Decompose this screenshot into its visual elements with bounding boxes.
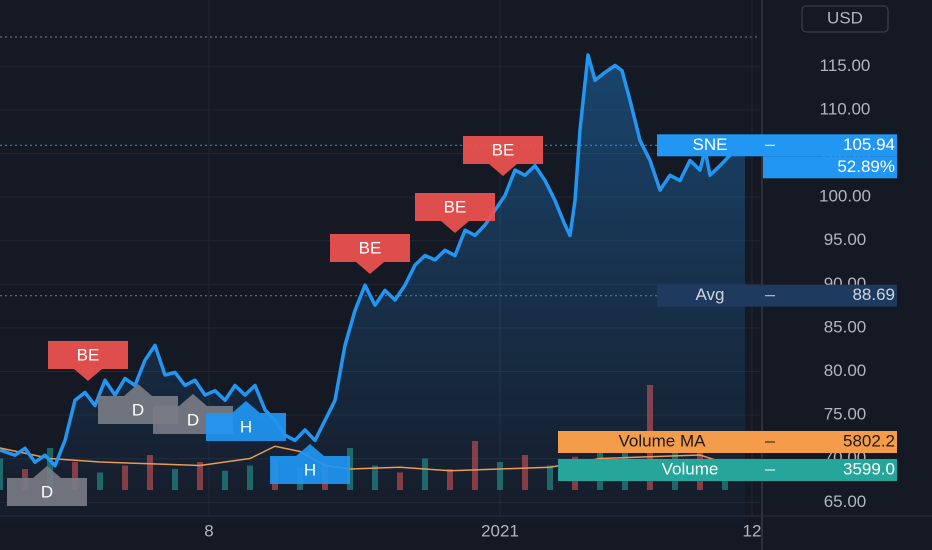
volume-value-box (763, 459, 897, 481)
y-tick-label: 75.00 (824, 405, 867, 424)
marker (48, 341, 128, 369)
change-box (763, 156, 897, 179)
marker-pointer (179, 394, 207, 406)
marker-pointer (489, 164, 517, 176)
marker (415, 193, 495, 221)
avg-value: 88.69 (852, 285, 895, 304)
change-value: 52.89% (837, 157, 895, 176)
price-line (0, 53, 747, 468)
volume-value: 3599.0 (843, 459, 895, 478)
y-tick-label: 95.00 (824, 230, 867, 249)
marker (463, 136, 543, 164)
y-tick-label: 65.00 (824, 492, 867, 511)
volume-name: Volume (662, 459, 719, 478)
currency: USD (827, 8, 863, 27)
marker-pointer (441, 221, 469, 233)
y-tick-label: 80.00 (824, 361, 867, 380)
marker-pointer (74, 369, 102, 381)
y-tick-label: 85.00 (824, 317, 867, 336)
volume-ma-box (558, 431, 763, 453)
volume-ma-value: 5802.2 (843, 431, 895, 450)
y-tick-label: 110.00 (820, 99, 871, 118)
last-value-box (763, 134, 897, 157)
volume-box (558, 459, 763, 481)
marker-pointer (33, 466, 61, 478)
last-name: SNE (693, 135, 728, 154)
marker (270, 456, 350, 484)
marker-pointer (232, 401, 260, 413)
marker-label: D (41, 482, 53, 501)
marker (206, 413, 286, 441)
x-tick-label: 2021 (481, 521, 519, 540)
y-tick-label: 100.00 (819, 187, 871, 206)
marker-pointer (296, 444, 324, 456)
marker-label: BE (77, 345, 100, 364)
marker-pointer (124, 384, 152, 396)
marker (7, 478, 87, 506)
volume-ma-value-box (763, 431, 897, 453)
avg-name: Avg (696, 285, 725, 304)
avg-box (657, 284, 763, 307)
y-tick-label: 115.00 (820, 56, 871, 75)
marker-label: H (240, 417, 252, 436)
marker-label: H (304, 460, 316, 479)
marker-label: BE (444, 197, 467, 216)
marker-label: D (187, 410, 199, 429)
currency-box[interactable] (801, 5, 889, 33)
marker (330, 234, 410, 262)
marker-label: BE (492, 140, 515, 159)
last-box (657, 134, 763, 157)
marker-pointer (356, 262, 384, 274)
marker-label: D (132, 400, 144, 419)
x-tick-label: 12 (743, 521, 762, 540)
volume-ma-name: Volume MA (619, 431, 707, 450)
avg-value-box (763, 284, 897, 307)
marker-label: BE (359, 238, 382, 257)
last-value: 105.94 (843, 135, 895, 154)
x-tick-label: 8 (204, 521, 213, 540)
